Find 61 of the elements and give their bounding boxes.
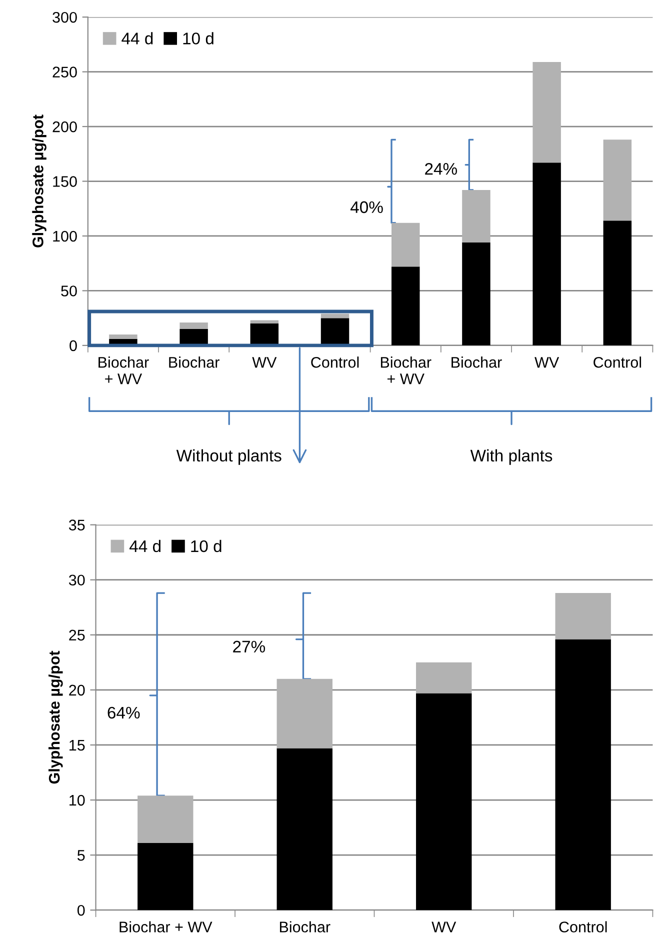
legend-label: 44 d [122, 32, 153, 44]
y-tick-label: 20 [69, 684, 85, 696]
bar [320, 314, 350, 318]
annotation: 64% [108, 706, 140, 719]
x-tick-label: Biochar + WV [120, 921, 212, 932]
y-tick-label: 300 [52, 12, 77, 23]
bar [391, 222, 420, 267]
bar [250, 324, 279, 346]
y-tick-label: 25 [69, 630, 85, 641]
bar [532, 62, 561, 163]
x-tick-label: Biochar [452, 356, 502, 368]
text: With plants [470, 449, 552, 465]
bar [109, 334, 138, 339]
bar [138, 842, 194, 910]
bar [416, 693, 472, 910]
y-axis-title: Glyphosate µg/pot [48, 650, 63, 784]
x-tick-label: Biochar + WV [380, 356, 432, 384]
x-tick-label: Control [594, 356, 642, 368]
bar [276, 678, 332, 748]
y-tick-label: 50 [61, 286, 77, 296]
x-tick-label: Control [559, 921, 607, 932]
bar [391, 266, 420, 346]
x-tick-label: Biochar + WV [98, 356, 149, 384]
annotation: 27% [233, 640, 266, 652]
annotation: 40% [350, 201, 383, 214]
y-tick-label: 35 [68, 520, 85, 530]
y-tick-label: 0 [77, 904, 85, 916]
x-tick-label: Control [311, 356, 359, 368]
bar [462, 190, 490, 243]
bar [320, 318, 350, 346]
y-tick-label: 150 [53, 176, 77, 187]
bar [532, 162, 561, 346]
y-tick-label: 0 [70, 340, 77, 352]
y-tick-label: 100 [53, 230, 77, 242]
bar [416, 662, 472, 694]
y-tick-label: 5 [77, 850, 85, 861]
bar [180, 322, 208, 330]
bar [462, 242, 490, 346]
x-tick-label: Biochar [280, 921, 330, 932]
bar [555, 593, 611, 640]
y-tick-label: 200 [52, 121, 77, 132]
y-tick-label: 250 [52, 66, 77, 78]
x-tick-label: WV [252, 357, 277, 368]
legend-label: 10 d [191, 540, 222, 552]
legend-label: 44 d [129, 540, 160, 552]
annotation: 24% [425, 162, 457, 175]
bar [603, 140, 632, 221]
y-tick-label: 30 [68, 574, 85, 586]
text: Without plants [176, 449, 282, 465]
bar [555, 639, 611, 910]
bar [138, 796, 194, 843]
x-tick-label: WV [534, 357, 560, 368]
x-tick-label: WV [432, 922, 456, 932]
y-axis-title: Glyphosate µg/pot [32, 114, 46, 248]
y-tick-label: 10 [70, 794, 85, 806]
bar [276, 748, 332, 910]
bar [603, 220, 632, 346]
legend-label: 10 d [183, 32, 214, 44]
x-tick-label: Biochar [169, 356, 220, 368]
y-tick-label: 15 [70, 740, 85, 751]
bar [250, 320, 279, 324]
